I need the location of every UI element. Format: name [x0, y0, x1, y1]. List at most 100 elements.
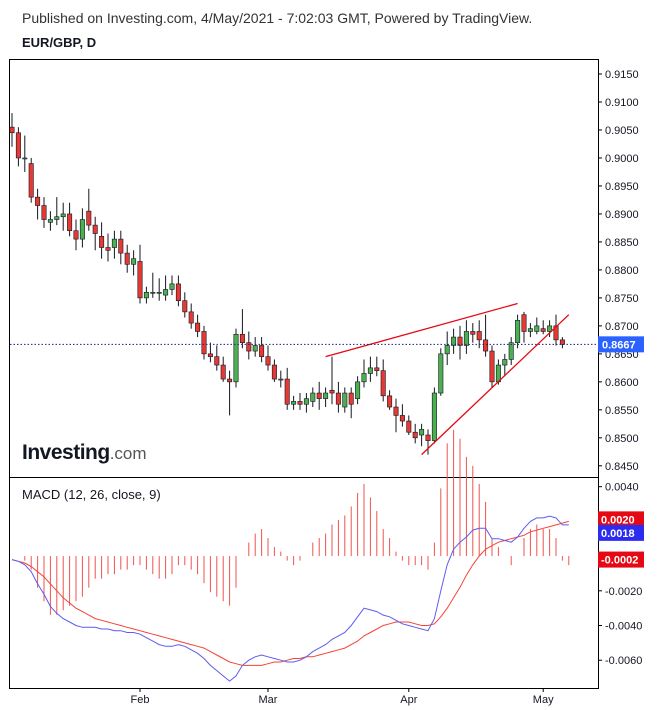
price-axis-label: 0.8900 — [605, 209, 639, 221]
candle-up — [310, 392, 316, 402]
price-axis-label: 0.8700 — [605, 321, 639, 333]
candle-down — [271, 364, 277, 380]
candle-down — [412, 431, 418, 439]
candle-down — [207, 353, 213, 357]
macd-axis-label: -0.0040 — [605, 621, 642, 633]
macd-value-badge-label: 0.0018 — [601, 528, 635, 540]
investing-logo: Investing.com — [22, 441, 147, 465]
candle-down — [41, 205, 47, 220]
time-axis-label: Feb — [131, 694, 150, 706]
last-price-badge — [598, 336, 644, 353]
candle-down — [425, 434, 431, 441]
time-axis-label: May — [533, 694, 554, 706]
candle-up — [252, 345, 258, 352]
candle-down — [540, 328, 546, 332]
macd-title: MACD (12, 26, close, 9) — [22, 487, 161, 502]
candle-down — [457, 336, 463, 346]
candle-down — [284, 378, 290, 405]
candle-down — [406, 420, 412, 433]
candle-up — [355, 381, 361, 399]
macd-value-badge — [598, 524, 644, 541]
candle-down — [246, 342, 252, 352]
macd-axis-label: -0.0020 — [605, 586, 642, 598]
candle-up — [47, 219, 53, 223]
price-axis-label: 0.8850 — [605, 237, 639, 249]
candle-down — [374, 367, 380, 371]
macd-axis-label: 0.0040 — [605, 482, 639, 494]
price-axis-label: 0.8600 — [605, 377, 639, 389]
candle-up — [502, 359, 508, 366]
candle-down — [476, 331, 482, 341]
candle-down — [67, 213, 73, 232]
price-axis-label: 0.8800 — [605, 265, 639, 277]
logo-suffix: .com — [109, 444, 147, 463]
candle-down — [201, 331, 207, 355]
candle-down — [105, 247, 111, 251]
candle-up — [54, 216, 60, 220]
candle-up — [527, 328, 533, 332]
trendline — [421, 314, 570, 456]
candle-down — [553, 325, 559, 341]
candle-down — [220, 364, 226, 380]
candle-down — [99, 236, 105, 248]
candle-down — [387, 395, 393, 408]
logo-brand: Investing — [22, 441, 110, 464]
candle-down — [329, 389, 335, 394]
candle-down — [348, 392, 354, 405]
price-axis-label: 0.8950 — [605, 181, 639, 193]
candle-up — [361, 373, 367, 383]
price-axis-label: 0.8450 — [605, 461, 639, 473]
candle-down — [239, 333, 245, 343]
candle-up — [515, 319, 521, 343]
candle-up — [419, 429, 425, 436]
candle-down — [399, 415, 405, 422]
candle-down — [137, 261, 143, 299]
candle-down — [73, 230, 79, 240]
candle-down — [92, 224, 98, 234]
candle-up — [463, 331, 469, 346]
candle-up — [431, 392, 437, 441]
macd-axis-label: -0.0060 — [605, 655, 642, 667]
candle-up — [150, 291, 156, 294]
candle-down — [393, 406, 399, 416]
candle-up — [451, 336, 457, 346]
candle-down — [188, 311, 194, 324]
candle-down — [316, 392, 322, 399]
candle-up — [438, 353, 444, 394]
price-axis-label: 0.8750 — [605, 293, 639, 305]
candle-up — [22, 157, 28, 160]
signal-line — [11, 520, 569, 666]
candle-down — [35, 196, 41, 206]
last-price-badge-label: 0.8667 — [602, 339, 636, 351]
candle-down — [9, 126, 15, 134]
candle-down — [521, 314, 527, 332]
candle-down — [380, 370, 386, 397]
candle-down — [559, 339, 565, 345]
price-axis-label: 0.8550 — [605, 405, 639, 417]
candle-up — [342, 392, 348, 408]
candle-up — [444, 345, 450, 355]
candle-down — [15, 132, 21, 159]
candle-up — [291, 401, 297, 405]
price-axis-label: 0.9050 — [605, 125, 639, 137]
candle-down — [259, 345, 265, 357]
candle-down — [182, 300, 188, 313]
candle-down — [124, 252, 130, 265]
candle-up — [156, 291, 162, 294]
candle-up — [323, 392, 329, 399]
candle-up — [547, 325, 553, 332]
candle-up — [143, 291, 149, 299]
macd-line — [11, 515, 569, 682]
price-axis-label: 0.9000 — [605, 153, 639, 165]
candle-up — [303, 398, 309, 405]
candle-down — [483, 339, 489, 352]
candle-down — [195, 322, 201, 332]
published-notice: Published on Investing.com, 4/May/2021 -… — [22, 10, 533, 26]
candle-down — [214, 356, 220, 366]
candle-up — [163, 289, 169, 296]
time-axis-label: Apr — [400, 694, 417, 706]
candle-up — [169, 283, 175, 290]
candle-down — [470, 331, 476, 335]
macd-value-badge — [598, 511, 644, 528]
